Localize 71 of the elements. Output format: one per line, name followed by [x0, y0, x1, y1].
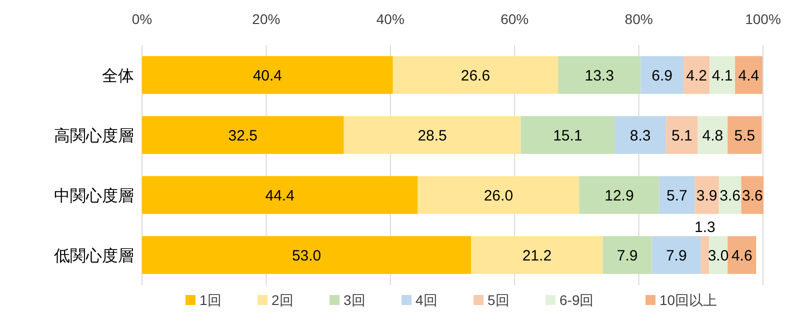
- bar: [418, 176, 580, 214]
- legend-label: 10回以上: [660, 292, 718, 308]
- data-label: 53.0: [292, 248, 322, 264]
- x-tick-label: 80%: [624, 11, 653, 27]
- bar: [659, 176, 695, 214]
- data-label: 32.5: [228, 128, 258, 144]
- bar: [735, 56, 762, 94]
- bar: [142, 236, 472, 274]
- data-label: 7.9: [666, 248, 687, 264]
- data-label: 44.4: [265, 188, 294, 204]
- data-label: 4.6: [731, 248, 752, 264]
- legend-label: 4回: [416, 292, 438, 308]
- data-label: 4.2: [686, 68, 707, 84]
- legend-label: 3回: [344, 292, 366, 308]
- bar: [142, 176, 418, 214]
- bar: [718, 176, 742, 214]
- legend-label: 2回: [272, 292, 294, 308]
- legend-label: 6-9回: [560, 292, 594, 308]
- bar: [520, 116, 615, 154]
- data-label: 40.4: [252, 68, 282, 84]
- bar: [710, 56, 736, 94]
- data-label: 13.3: [584, 68, 614, 84]
- data-label: 3.0: [708, 248, 729, 264]
- y-tick-label: 中関心度層: [54, 187, 134, 205]
- data-label: 3.6: [742, 188, 763, 204]
- data-label: 7.9: [616, 248, 638, 264]
- bar: [728, 236, 756, 274]
- data-label: 3.9: [696, 188, 718, 204]
- bar: [640, 56, 684, 94]
- y-tick-label: 全体: [102, 68, 134, 85]
- data-label: 5.1: [672, 128, 692, 144]
- data-label: 6.9: [652, 68, 673, 84]
- bar: [392, 56, 558, 94]
- bar: [666, 116, 698, 154]
- data-label: 3.6: [720, 188, 741, 204]
- data-label: 1.3: [694, 219, 716, 236]
- x-tick-label: 40%: [376, 11, 404, 27]
- data-label: 5.7: [666, 188, 688, 204]
- bar: [558, 56, 641, 94]
- bar: [142, 56, 393, 94]
- data-label: 28.5: [418, 128, 447, 144]
- x-tick-label: 60%: [500, 11, 529, 27]
- bar: [579, 176, 660, 214]
- x-tick-label: 0%: [132, 11, 152, 27]
- bar: [614, 116, 666, 154]
- data-label: 4.4: [738, 68, 760, 84]
- bar: [602, 236, 652, 274]
- bar: [728, 116, 762, 154]
- data-label: 8.3: [630, 128, 651, 144]
- data-label: 21.2: [522, 248, 552, 264]
- y-tick-label: 高関心度層: [54, 127, 134, 145]
- data-label: 26.6: [460, 68, 490, 84]
- x-tick-label: 100%: [745, 11, 781, 27]
- bar: [700, 236, 709, 274]
- bar: [684, 56, 710, 94]
- bar: [344, 116, 521, 154]
- y-tick-label: 低関心度層: [54, 247, 134, 265]
- x-tick-label: 20%: [252, 11, 280, 27]
- data-label: 4.1: [712, 68, 733, 84]
- bar: [694, 176, 719, 214]
- data-label: 26.0: [484, 188, 514, 204]
- data-label: 5.5: [734, 128, 756, 144]
- legend-label: 5回: [488, 292, 510, 308]
- data-label: 4.8: [702, 128, 724, 144]
- bar: [471, 236, 603, 274]
- legend-label: 1回: [200, 292, 222, 308]
- bar: [698, 116, 728, 154]
- data-label: 12.9: [604, 188, 634, 204]
- bar: [142, 116, 344, 154]
- data-label: 15.1: [553, 128, 582, 144]
- bar: [652, 236, 701, 274]
